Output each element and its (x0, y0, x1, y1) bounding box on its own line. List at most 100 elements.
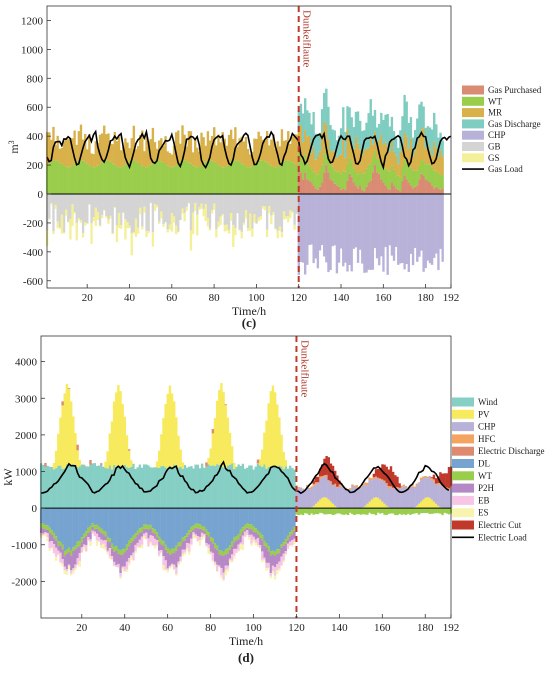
bar-wt-82 (214, 543, 216, 548)
bar-pv-38 (119, 391, 121, 466)
bar-gb-27 (101, 194, 103, 215)
bar-wt-21 (83, 534, 85, 538)
bar-wt-171 (405, 508, 407, 515)
bar-wt-158 (377, 508, 379, 513)
bar-dl-43 (130, 508, 132, 538)
bar-pv-58 (162, 418, 164, 466)
bar-wind-60 (167, 469, 169, 508)
bar-gb-97 (249, 194, 251, 214)
bar-wt-95 (242, 527, 244, 532)
bar-es-46 (137, 547, 139, 549)
bar-gs-19 (84, 222, 86, 225)
bar-chp-158 (377, 479, 379, 498)
bar-wt-30 (102, 530, 104, 534)
legend-swatch-dl (452, 459, 474, 468)
bar-es-17 (74, 568, 76, 570)
bar-wt-164 (391, 165, 393, 182)
bar-gb-29 (105, 194, 107, 216)
bar-mr-32 (112, 144, 114, 163)
bar-wind-98 (248, 466, 250, 509)
bar-gs-88 (230, 213, 232, 221)
bar-gb-55 (160, 194, 162, 212)
bar-gb-93 (241, 194, 243, 232)
bar-wt-82 (217, 165, 219, 194)
bar-eb-83 (216, 565, 218, 571)
bar-es-83 (216, 571, 218, 572)
bar-wt-7 (59, 162, 61, 194)
bar-wt-161 (384, 168, 386, 185)
bar-hfc-154 (368, 478, 370, 480)
bar-hfc-129 (315, 482, 317, 485)
bar-p2h-112 (278, 553, 280, 562)
bar-wt-191 (448, 508, 450, 514)
bar-chp-156 (373, 479, 375, 498)
bar-gs-63 (177, 231, 179, 232)
bar-chp-179 (422, 478, 424, 499)
bar-hfc-156 (373, 477, 375, 479)
bar-wind-73 (194, 465, 196, 509)
bar-gs-83 (219, 217, 221, 225)
bar-wt-93 (237, 534, 239, 539)
bar-chp-153 (367, 194, 369, 270)
bar-chp-180 (424, 477, 426, 497)
bar-mr-28 (103, 126, 105, 161)
x-tick-label: 100 (248, 292, 265, 304)
bar-chp-183 (431, 480, 433, 500)
bar-gas-purchased-167 (397, 190, 399, 194)
bar-mr-77 (207, 131, 209, 160)
bar-pv-40 (124, 417, 126, 465)
bar-gb-94 (243, 194, 245, 223)
bar-gas-purchased-170 (403, 175, 405, 194)
bar-p2h-13 (66, 554, 68, 569)
bar-gb-70 (192, 194, 194, 213)
bar-gas-purchased-185 (435, 187, 437, 194)
bar-wt-7 (53, 533, 55, 538)
bar-gs-52 (154, 204, 156, 211)
bar-chp-162 (386, 485, 388, 506)
bar-pv-158 (377, 498, 379, 508)
bar-es-58 (162, 565, 164, 570)
bar-es-61 (169, 567, 171, 568)
bar-wind-97 (246, 468, 248, 508)
bar-dl-54 (154, 508, 156, 529)
bar-p2h-30 (102, 535, 104, 541)
bar-p2h-8 (55, 541, 57, 548)
bar-p2h-6 (51, 535, 53, 542)
bar-wt-75 (199, 524, 201, 529)
bar-wt-115 (287, 160, 289, 194)
bar-wind-96 (244, 469, 246, 508)
bar-pv-89 (229, 433, 231, 465)
bar-p2h-44 (132, 541, 134, 553)
legend-swatch-mr (462, 108, 484, 117)
bar-es-67 (182, 554, 184, 556)
bar-gb-53 (156, 194, 158, 205)
bar-wind-105 (263, 465, 265, 509)
bar-gs-32 (112, 233, 114, 234)
bar-eb-33 (109, 548, 111, 556)
bar-wt-29 (105, 160, 107, 194)
bar-wt-34 (116, 166, 118, 194)
bar-mr-6 (57, 136, 59, 161)
bar-dl-89 (229, 508, 231, 545)
bar-wt-122 (300, 508, 302, 514)
bar-wt-108 (272, 167, 274, 194)
bar-eb-113 (280, 557, 282, 566)
bar-wt-167 (397, 176, 399, 190)
bar-gb-92 (238, 194, 240, 230)
bar-mr-177 (418, 135, 420, 166)
bar-dl-37 (117, 508, 119, 549)
bar-electric-discharge-81 (212, 429, 214, 433)
bar-gas-discharge-177 (418, 104, 420, 134)
bar-gb-119 (296, 194, 298, 214)
bar-p2h-67 (182, 541, 184, 549)
bar-chp-149 (358, 488, 360, 508)
bar-pv-34 (111, 422, 113, 470)
bar-chp-147 (355, 194, 357, 247)
bar-wt-121 (298, 508, 300, 515)
bar-gs-51 (152, 232, 154, 247)
bar-dl-68 (184, 508, 186, 536)
bar-gb-106 (268, 194, 270, 206)
bar-mr-10 (65, 138, 67, 167)
bar-gb-63 (177, 194, 179, 231)
bar-wt-157 (375, 508, 377, 515)
